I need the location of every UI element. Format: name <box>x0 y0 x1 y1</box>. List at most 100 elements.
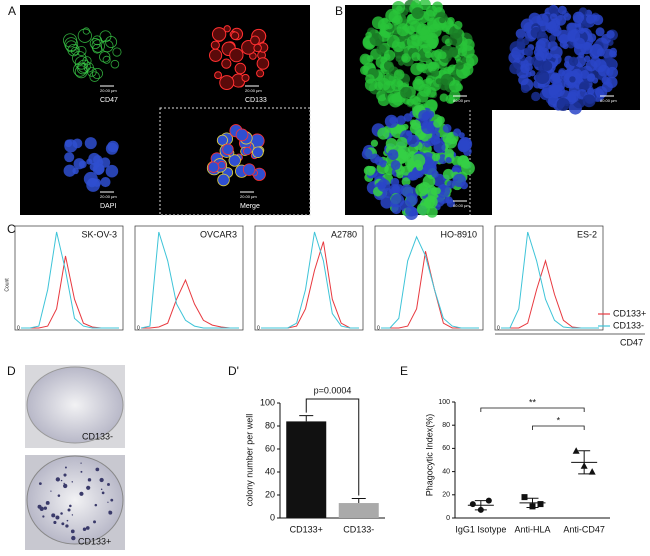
cell <box>555 14 567 26</box>
cell <box>390 193 405 208</box>
point <box>485 497 492 504</box>
cell <box>252 146 264 158</box>
colony <box>57 494 61 497</box>
cell <box>582 42 591 51</box>
significance-label: * <box>557 415 561 425</box>
cell <box>442 123 452 133</box>
plot-frame <box>14 225 124 331</box>
p-value: p=0.0004 <box>314 385 352 395</box>
cell <box>579 81 590 92</box>
cell <box>425 75 435 84</box>
cell <box>530 26 542 39</box>
cell <box>86 178 101 192</box>
plot-title: A2780 <box>331 229 357 239</box>
colony <box>71 481 73 483</box>
cell <box>509 62 522 75</box>
colony <box>67 508 71 512</box>
channel-label: DAPI <box>100 203 116 210</box>
y-tick-label: 20 <box>265 489 275 499</box>
cell <box>415 183 429 197</box>
density-curve <box>381 235 479 329</box>
cell <box>430 50 442 62</box>
x-tick-label: IgG1 Isotype <box>455 524 506 534</box>
dish-label: CD133+ <box>78 536 111 546</box>
density-curve <box>21 231 119 329</box>
y-axis-label: colony number per well <box>244 414 254 507</box>
y-tick-label: 100 <box>438 399 450 406</box>
cell <box>400 165 411 176</box>
cell <box>380 196 393 209</box>
y-tick-label: 0 <box>257 325 260 331</box>
cell <box>385 137 398 150</box>
cell <box>567 29 581 43</box>
cell <box>557 5 567 15</box>
cell <box>557 29 571 44</box>
plot-frame <box>134 225 244 331</box>
plot-frame <box>254 225 364 331</box>
colony <box>60 512 63 515</box>
cell <box>449 46 459 56</box>
cell <box>568 56 579 67</box>
cell <box>386 34 400 48</box>
cell <box>516 41 526 50</box>
cell <box>552 73 563 84</box>
plot-title: ES-2 <box>577 229 597 239</box>
cell <box>416 23 429 36</box>
cell <box>405 159 414 168</box>
significance-bracket <box>480 407 585 412</box>
cell <box>77 59 91 73</box>
cell <box>209 48 223 62</box>
cell <box>535 39 546 50</box>
cell <box>396 23 410 37</box>
colony <box>55 477 61 482</box>
cell <box>86 158 93 165</box>
cell <box>360 65 370 76</box>
plot-title: HO-8910 <box>440 229 477 239</box>
cell <box>435 78 442 85</box>
blank <box>492 110 640 215</box>
cell <box>414 75 424 85</box>
cell <box>449 79 462 93</box>
colony <box>61 522 65 526</box>
cell <box>548 84 563 99</box>
y-tick-label: 80 <box>265 420 275 430</box>
cell <box>411 7 424 19</box>
colony <box>65 524 69 528</box>
colony <box>99 477 104 483</box>
cell <box>390 177 400 187</box>
cell <box>406 194 418 206</box>
cell <box>441 78 449 86</box>
cell <box>550 45 563 59</box>
cell <box>243 146 252 156</box>
y-tick-label: 80 <box>442 422 450 429</box>
colony <box>85 526 90 530</box>
cell <box>102 55 111 64</box>
cell <box>100 39 114 53</box>
cell <box>585 14 596 24</box>
cell <box>400 184 414 197</box>
colony <box>100 488 103 491</box>
cell <box>383 60 394 71</box>
colony <box>66 519 69 522</box>
y-tick-label: 20 <box>442 492 450 499</box>
cell <box>445 157 452 164</box>
y-tick-label: 0 <box>446 515 450 522</box>
y-tick-label: 0 <box>497 325 500 331</box>
cell <box>427 38 438 49</box>
cell <box>427 138 436 147</box>
colony <box>50 490 52 492</box>
panel-label: A <box>8 4 16 18</box>
cell <box>442 168 454 180</box>
cell <box>535 70 550 85</box>
cell <box>586 73 595 82</box>
cell <box>428 61 438 72</box>
cell <box>217 160 227 170</box>
cell <box>416 90 429 103</box>
point <box>521 494 528 501</box>
cell <box>606 30 615 39</box>
cell <box>371 16 385 30</box>
cell <box>425 87 437 98</box>
cell <box>386 22 393 30</box>
cell <box>368 165 376 174</box>
